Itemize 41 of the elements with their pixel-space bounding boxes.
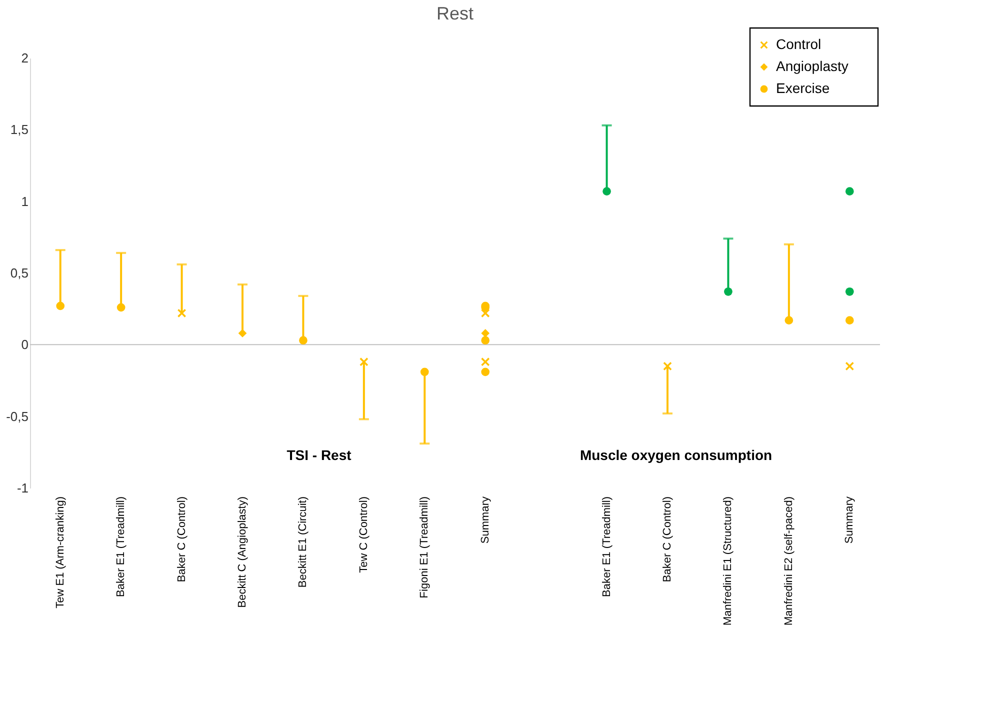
y-tick-label: -1 (16, 480, 28, 496)
x-tick-label: Beckitt C (Angioplasty) (236, 496, 248, 608)
point (481, 358, 490, 366)
point (845, 362, 854, 370)
x-tick-label: Figoni E1 (Treadmill) (418, 496, 431, 598)
point (360, 358, 368, 366)
point (663, 362, 672, 370)
x-tick-label: Baker E1 (Treadmill) (600, 496, 613, 597)
point (784, 316, 794, 324)
point (116, 303, 126, 312)
point (845, 316, 854, 324)
legend-label: Control (776, 36, 822, 52)
annotation: TSI - Rest (286, 447, 352, 464)
point (420, 368, 429, 376)
x-tick-label: Tew E1 (Arm-cranking) (54, 496, 66, 608)
point (56, 302, 65, 310)
x-tick-label: Summary (844, 496, 856, 544)
x-tick-label: Manfredini E2 (self-paced) (782, 496, 795, 626)
y-tick-label: 1,5 (10, 122, 28, 138)
chart-title: Rest (436, 3, 474, 24)
y-tick-label: 0 (21, 337, 28, 352)
point (299, 336, 308, 345)
y-tick-label: 1 (21, 194, 28, 209)
x-tick-label: Summary (479, 496, 492, 544)
y-tick-label: 0,5 (10, 266, 28, 280)
point (238, 329, 247, 338)
x-tick-label: Baker E1 (Treadmill) (115, 496, 128, 597)
legend-label: Exercise (776, 80, 830, 96)
x-tick-label: Tew C (Control) (358, 496, 370, 573)
x-tick-label: Manfredini E1 (Structured) (722, 496, 734, 626)
y-tick-label: 2 (21, 50, 28, 66)
x-tick-label: Baker C (Control) (176, 496, 188, 582)
point (178, 308, 186, 318)
x-tick-label: Baker C (Control) (662, 496, 674, 582)
y-tick-label: -0,5 (6, 408, 28, 424)
point (481, 329, 490, 338)
point (481, 336, 490, 345)
legend-label: Angioplasty (776, 58, 848, 74)
point (481, 368, 490, 376)
x-tick-label: Beckitt E1 (Circuit) (297, 496, 310, 588)
annotation: Muscle oxygen consumption (580, 447, 772, 464)
